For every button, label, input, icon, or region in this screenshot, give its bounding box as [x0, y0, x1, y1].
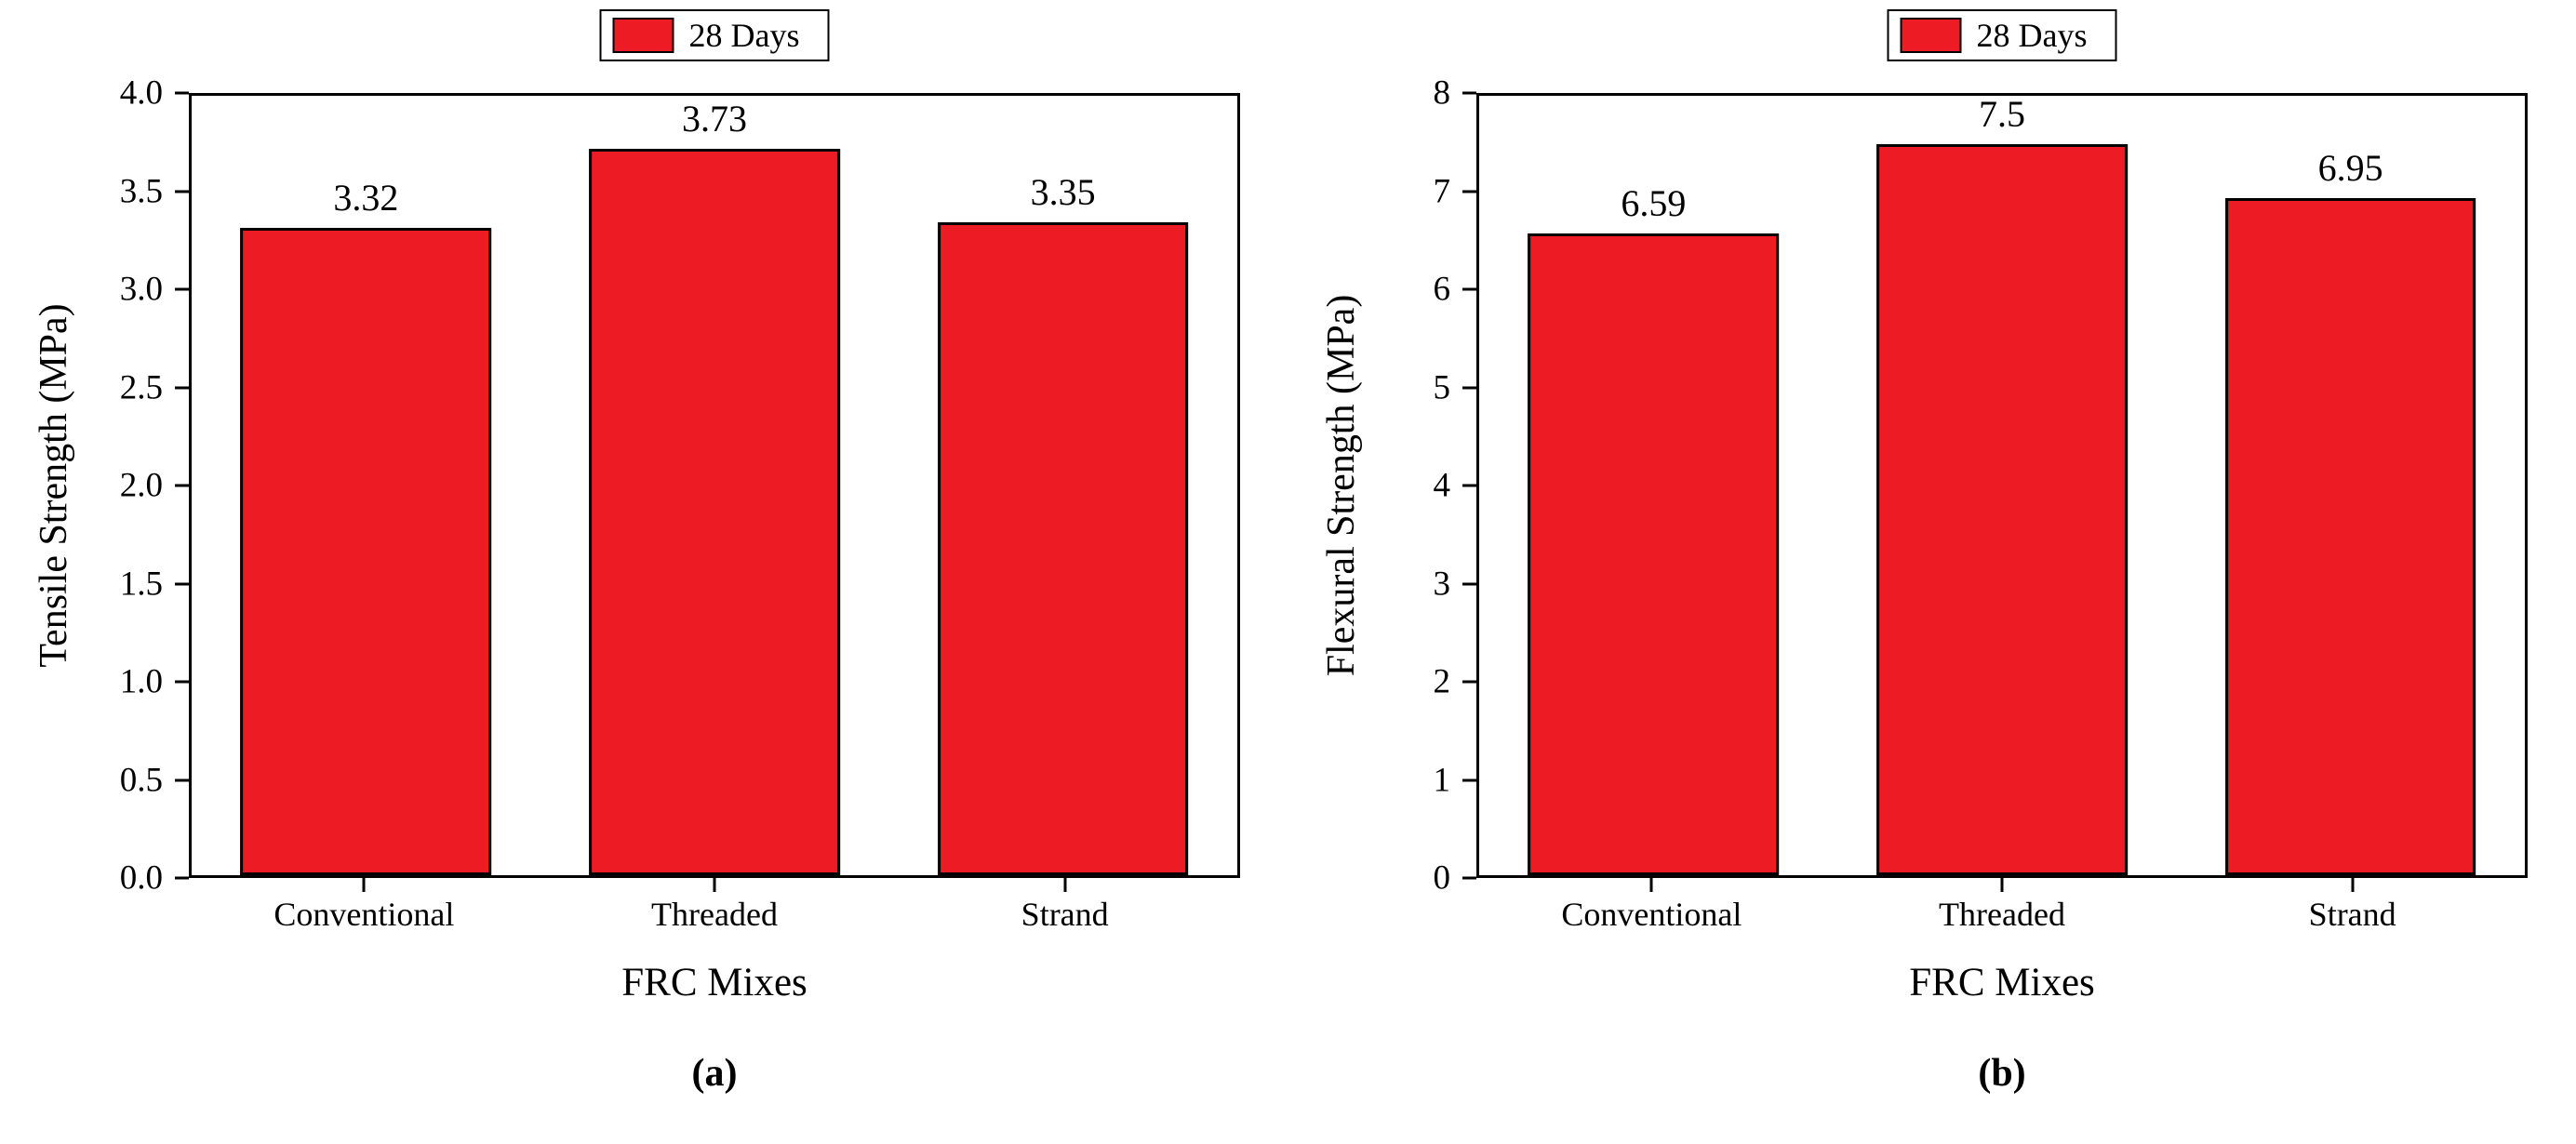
legend: 28 Days — [599, 9, 830, 61]
bar-conventional — [1528, 233, 1780, 875]
y-tick-mark — [1462, 778, 1476, 781]
bar-slot: 3.35 — [888, 96, 1237, 875]
y-tick-label: 1.5 — [119, 565, 163, 603]
x-tick-labels: Conventional Threaded Strand — [189, 896, 1240, 934]
legend-label: 28 Days — [688, 17, 800, 54]
subfigure-caption: (b) — [1978, 1052, 2026, 1095]
bar-value-label: 6.59 — [1621, 181, 1687, 224]
y-tick-mark — [175, 680, 189, 684]
y-tick-label: 0.0 — [119, 858, 163, 898]
y-axis-ticks: 4.0 3.5 3.0 2.5 2.0 1.5 1.0 0.5 0.0 — [0, 76, 189, 896]
bar-threaded — [1876, 144, 2128, 875]
x-tick-mark — [2351, 878, 2355, 892]
bar-strand — [937, 222, 1189, 875]
plot-area: 6.59 7.5 6.95 — [1476, 93, 2528, 878]
y-tick-label: 3.5 — [119, 172, 163, 210]
x-tick-mark — [1063, 878, 1067, 892]
y-tick-label: 8 — [1433, 73, 1451, 113]
bar-slot: 3.32 — [192, 96, 541, 875]
bar-slot: 6.59 — [1479, 96, 1828, 875]
legend: 28 Days — [1887, 9, 2117, 61]
y-tick-label: 2.0 — [119, 466, 163, 505]
bar-value-label: 3.32 — [333, 177, 399, 219]
x-tick-label: Threaded — [651, 896, 778, 933]
x-tick-mark — [362, 878, 366, 892]
y-tick-label: 4.0 — [119, 73, 163, 113]
y-tick-label: 0 — [1433, 858, 1451, 898]
bar-value-label: 3.73 — [682, 97, 747, 140]
bar-value-label: 7.5 — [1979, 93, 2025, 136]
x-tick-label: Strand — [1021, 896, 1109, 933]
x-tick-mark — [1649, 878, 1653, 892]
legend-label: 28 Days — [1976, 17, 2088, 54]
bar-slot: 7.5 — [1828, 96, 2177, 875]
y-tick-label: 5 — [1433, 368, 1451, 406]
x-tick-labels: Conventional Threaded Strand — [1476, 896, 2528, 934]
x-axis-ticks — [1476, 878, 2528, 892]
subfigure-caption: (a) — [691, 1052, 738, 1095]
bar-slot: 3.73 — [541, 96, 889, 875]
y-tick-mark — [1462, 190, 1476, 193]
y-tick-mark — [175, 778, 189, 781]
y-tick-label: 2.5 — [119, 368, 163, 406]
y-tick-mark — [175, 876, 189, 880]
legend-swatch — [612, 18, 674, 53]
y-tick-label: 3 — [1433, 565, 1451, 603]
x-tick-label: Conventional — [1561, 896, 1742, 933]
y-tick-mark — [1462, 386, 1476, 389]
y-tick-label: 0.5 — [119, 761, 163, 799]
legend-swatch — [1900, 18, 1962, 53]
y-axis-ticks: 8 7 6 5 4 3 2 1 0 — [1288, 76, 1476, 896]
y-tick-label: 7 — [1433, 172, 1451, 210]
x-tick-label: Threaded — [1939, 896, 2065, 933]
y-tick-label: 1 — [1433, 761, 1451, 799]
x-axis-label: FRC Mixes — [621, 961, 808, 1004]
x-axis-ticks — [189, 878, 1240, 892]
y-tick-mark — [175, 484, 189, 487]
y-tick-mark — [175, 287, 189, 291]
x-tick-label: Conventional — [274, 896, 455, 933]
x-tick-mark — [713, 878, 716, 892]
bar-value-label: 6.95 — [2317, 147, 2383, 189]
chart-tensile-strength: 28 Days Tensile Strength (MPa) 4.0 3.5 3.0… — [0, 9, 1240, 1095]
y-tick-label: 3.0 — [119, 270, 163, 309]
y-tick-mark — [1462, 582, 1476, 585]
bar-value-label: 3.35 — [1030, 171, 1096, 214]
y-tick-label: 1.0 — [119, 662, 163, 701]
y-tick-label: 2 — [1433, 662, 1451, 701]
x-axis-label: FRC Mixes — [1909, 961, 2095, 1004]
bar-slot: 6.95 — [2176, 96, 2525, 875]
bar-threaded — [589, 148, 840, 875]
bar-conventional — [240, 228, 492, 875]
x-tick-label: Strand — [2308, 896, 2396, 933]
y-tick-mark — [175, 582, 189, 585]
y-tick-mark — [1462, 91, 1476, 95]
y-tick-label: 4 — [1433, 466, 1451, 505]
y-tick-mark — [1462, 484, 1476, 487]
y-tick-mark — [175, 386, 189, 389]
bar-strand — [2224, 198, 2476, 875]
y-tick-mark — [175, 91, 189, 95]
plot-area: 3.32 3.73 3.35 — [189, 93, 1240, 878]
y-tick-mark — [175, 190, 189, 193]
x-tick-mark — [2000, 878, 2004, 892]
y-tick-mark — [1462, 287, 1476, 291]
y-tick-label: 6 — [1433, 270, 1451, 309]
y-tick-mark — [1462, 680, 1476, 684]
y-tick-mark — [1462, 876, 1476, 880]
